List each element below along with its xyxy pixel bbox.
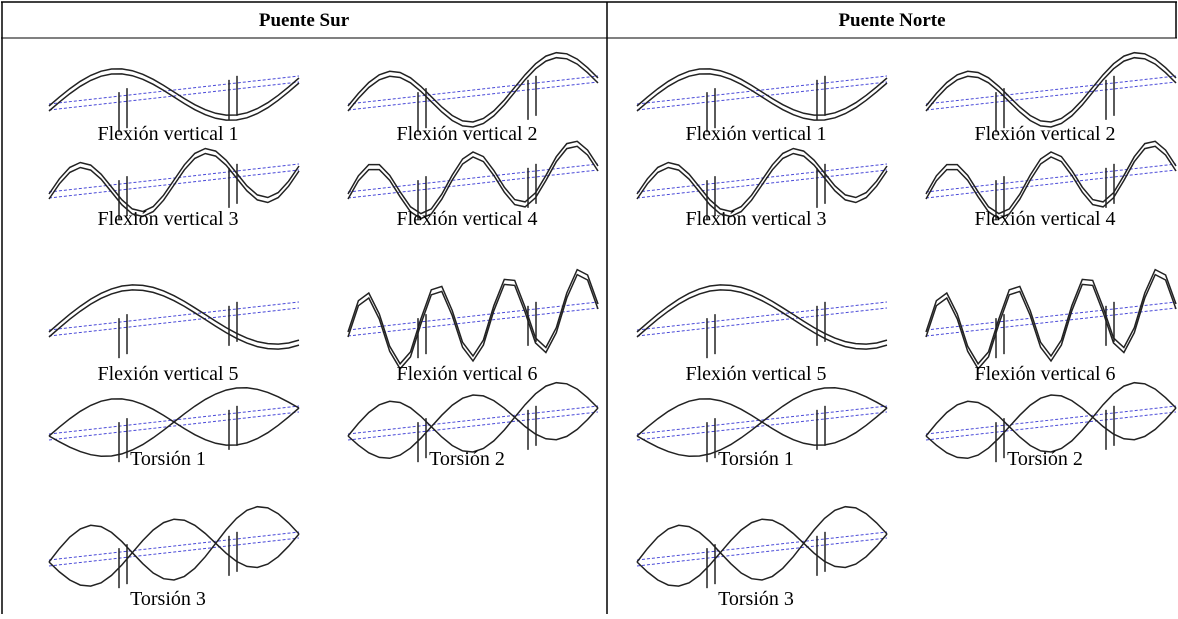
mode-caption: Flexión vertical 5 <box>685 363 826 385</box>
mode-shapes-table: Puente Sur Puente Norte Flexión vertical… <box>0 0 1178 614</box>
mode-caption: Flexión vertical 6 <box>396 363 537 385</box>
mode-caption: Flexión vertical 3 <box>97 208 238 230</box>
panel-title: Puente Norte <box>838 10 945 31</box>
mode-caption: Flexión vertical 1 <box>97 123 238 145</box>
mode-caption: Flexión vertical 6 <box>974 363 1115 385</box>
mode-caption: Torsión 1 <box>130 448 206 470</box>
mode-caption: Torsión 3 <box>718 588 794 610</box>
panel-title: Puente Sur <box>259 10 350 31</box>
mode-caption: Flexión vertical 4 <box>974 208 1115 230</box>
mode-caption: Torsión 1 <box>718 448 794 470</box>
mode-caption: Flexión vertical 5 <box>97 363 238 385</box>
mode-caption: Flexión vertical 2 <box>396 123 537 145</box>
mode-caption: Torsión 3 <box>130 588 206 610</box>
mode-caption: Torsión 2 <box>429 448 505 470</box>
mode-caption: Flexión vertical 1 <box>685 123 826 145</box>
background <box>0 0 1178 614</box>
mode-caption: Flexión vertical 2 <box>974 123 1115 145</box>
mode-caption: Flexión vertical 4 <box>396 208 537 230</box>
mode-caption: Torsión 2 <box>1007 448 1083 470</box>
mode-caption: Flexión vertical 3 <box>685 208 826 230</box>
